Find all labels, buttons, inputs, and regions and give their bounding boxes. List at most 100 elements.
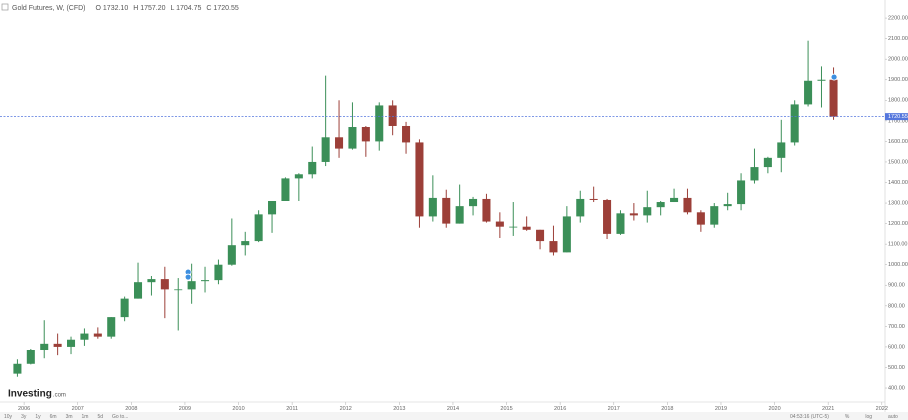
- y-tick-label: 700.00: [888, 324, 905, 330]
- candle-body: [777, 142, 786, 158]
- toolbar-buttons: 10y 3y 1y 6m 3m 1m 5d Go to... 04:53:16 (UTC-5)%…: [4, 414, 898, 420]
- candle-body: [482, 198, 491, 222]
- candle-body: [107, 317, 116, 337]
- range-button[interactable]: Go to...: [112, 414, 128, 420]
- price-axis: 400.00 500.00 600.00 700.00 800.00 900.00 1000…: [884, 0, 908, 412]
- candle-body: [241, 241, 250, 246]
- y-tick-label: 2000.00: [888, 57, 908, 63]
- candle-body: [790, 104, 799, 143]
- candle-body: [80, 333, 89, 340]
- y-tick-label: 1300.00: [888, 201, 908, 207]
- y-tick-label: 1900.00: [888, 77, 908, 83]
- x-tick-label: 2022: [876, 406, 888, 412]
- range-button[interactable]: 3y: [21, 414, 27, 420]
- candle-body: [268, 201, 277, 215]
- x-tick-label: 2011: [286, 406, 298, 412]
- candle-body: [509, 226, 518, 228]
- candle-body: [804, 80, 813, 105]
- range-button[interactable]: 6m: [50, 414, 57, 420]
- x-tick-label: 2014: [447, 406, 459, 412]
- x-tick-label: 2020: [768, 406, 780, 412]
- candle-body: [455, 206, 464, 224]
- candle-body: [308, 161, 317, 175]
- candle-body: [495, 221, 504, 227]
- range-button[interactable]: 1y: [35, 414, 41, 420]
- candle-body: [335, 137, 344, 149]
- candle-body: [469, 198, 478, 207]
- ohlc-value: H 1757.20: [133, 5, 165, 12]
- y-tick-label: 1700.00: [888, 118, 908, 124]
- candle-body: [375, 105, 384, 142]
- candle-body: [442, 197, 451, 224]
- ohlc-value: O 1732.10: [96, 5, 129, 12]
- candle-body: [603, 199, 612, 234]
- toolbar-option[interactable]: %: [845, 414, 850, 420]
- ohlc-value: L 1704.75: [171, 5, 202, 12]
- range-button[interactable]: 5d: [97, 414, 103, 420]
- candle-body: [522, 226, 531, 230]
- candle-body: [737, 180, 746, 205]
- date-axis: 2006 2007 2008 2009 2010 2011 2012 2013 2014 2015…: [18, 402, 888, 412]
- y-tick-label: 1800.00: [888, 98, 908, 104]
- candle-body: [40, 343, 49, 351]
- x-tick-label: 2007: [72, 406, 84, 412]
- candle-body: [549, 241, 558, 253]
- y-tick-label: 600.00: [888, 344, 905, 350]
- toolbar-option[interactable]: log: [865, 414, 872, 420]
- y-tick-label: 1200.00: [888, 221, 908, 227]
- candle-body: [629, 213, 638, 216]
- candle-body: [26, 350, 35, 364]
- price-axis-bg: [885, 0, 908, 412]
- candle-body: [829, 79, 838, 117]
- collapse-icon[interactable]: [1, 3, 9, 11]
- toolbar-option: 04:53:16 (UTC-5): [790, 414, 829, 420]
- plot-area: Investing .com: [0, 40, 885, 400]
- candle-body: [683, 197, 692, 213]
- candle-body: [723, 204, 732, 207]
- candle-body: [750, 167, 759, 181]
- candle-body: [281, 178, 290, 201]
- x-tick-label: 2016: [554, 406, 566, 412]
- watermark: Investing: [8, 389, 52, 400]
- candle-body: [13, 363, 22, 374]
- candle-body: [562, 216, 571, 253]
- candle-body: [227, 245, 236, 265]
- toolbar-option[interactable]: auto: [888, 414, 898, 420]
- y-tick-label: 1100.00: [888, 242, 907, 248]
- x-tick-label: 2006: [18, 406, 30, 412]
- y-tick-label: 1400.00: [888, 180, 908, 186]
- y-tick-label: 900.00: [888, 283, 905, 289]
- range-button[interactable]: 1m: [82, 414, 89, 420]
- y-tick-label: 1500.00: [888, 159, 908, 165]
- event-marker[interactable]: [184, 273, 192, 281]
- y-tick-label: 2100.00: [888, 36, 908, 42]
- candle-body: [589, 198, 598, 200]
- x-tick-label: 2008: [125, 406, 137, 412]
- x-tick-label: 2012: [340, 406, 352, 412]
- candle-body: [710, 206, 719, 225]
- toolbar: [0, 412, 908, 420]
- candle-body: [201, 280, 210, 282]
- ohlc-value: C 1720.55: [206, 5, 238, 12]
- x-tick-label: 2009: [179, 406, 191, 412]
- candle-body: [294, 174, 303, 179]
- candle-body: [428, 197, 437, 217]
- price-label: 1720.55: [888, 114, 908, 120]
- range-button[interactable]: 10y: [4, 414, 13, 420]
- candle-body: [147, 279, 156, 283]
- candle-body: [763, 157, 772, 168]
- price-label-box: [885, 113, 908, 121]
- y-tick-label: 400.00: [888, 385, 905, 391]
- y-tick-label: 1600.00: [888, 139, 908, 145]
- candle-body: [643, 207, 652, 216]
- candle-body: [134, 282, 143, 299]
- candle-body: [361, 127, 370, 142]
- x-tick-label: 2013: [393, 406, 405, 412]
- event-marker[interactable]: [830, 73, 838, 81]
- candle-body: [348, 127, 357, 149]
- range-button[interactable]: 3m: [66, 414, 73, 420]
- x-tick-label: 2010: [232, 406, 244, 412]
- candle-body: [388, 105, 397, 126]
- candle-body: [67, 339, 76, 347]
